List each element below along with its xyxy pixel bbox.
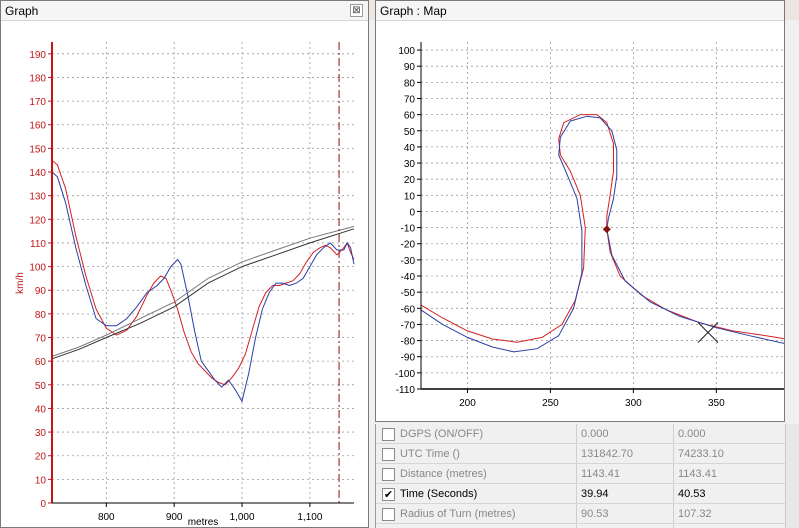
channel-checkbox[interactable] [382,508,395,521]
table-row[interactable]: Radius of Turn (metres) 90.53 107.32 [376,505,786,524]
speed-y-tick-label: 160 [29,121,46,132]
speed-chart[interactable]: 1901801701601501401301201101009080706050… [1,21,369,528]
channel-name: Radius of Turn (metres) [400,508,516,520]
channel-name: UTC Time () [400,448,460,460]
map-y-tick-label: -90 [401,353,416,364]
channel-name: Time (Seconds) [400,488,478,500]
speed-y-tick-label: 190 [29,50,46,61]
map-y-tick-label: -110 [396,385,416,396]
map-x-tick-label: 200 [459,398,476,409]
speed-y-tick-label: 30 [35,428,47,439]
channel-name: Distance (metres) [400,468,487,480]
map-x-tick-label: 250 [542,398,559,409]
channel-name: DGPS (ON/OFF) [400,428,484,440]
speed-y-tick-label: 130 [29,192,46,203]
map-y-tick-label: 20 [404,175,416,186]
map-y-tick-label: 50 [404,127,416,138]
speed-graph-window: Graph ⊠ 190 180 170 160 150 140 130 120 110 100 90… [0,0,369,528]
table-row[interactable]: ✔ Time (Seconds) 39.94 40.53 [376,485,786,504]
speed-y-tick-label: 0 [40,499,46,510]
channel-value-b: 74233.10 [678,448,724,460]
speed-y-tick-label: 100 [29,263,46,274]
channel-value-a: 39.94 [581,488,609,500]
speed-y-tick-label: 170 [29,97,46,108]
channel-value-a: 1143.41 [581,468,620,480]
map-plot-area [421,42,784,389]
map-titlebar[interactable]: Graph : Map [376,1,784,21]
speed-y-tick-label: 80 [35,310,47,321]
map-y-tick-label: -10 [401,224,416,235]
map-y-tick-label: 30 [404,159,416,170]
channel-checkbox[interactable] [382,448,395,461]
graph-titlebar[interactable]: Graph ⊠ [1,1,368,21]
map-y-tick-label: 60 [404,111,416,122]
speed-y-tick-label: 150 [29,144,46,155]
channel-value-b: 107.32 [678,508,712,520]
channel-value-a: 0.000 [581,428,609,440]
current-position-marker[interactable] [602,225,611,234]
channel-checkbox[interactable] [382,468,395,481]
speed-x-tick-label: 1,100 [297,512,322,523]
map-y-tick-label: -60 [401,304,416,315]
speed-x-tick-label: 1,000 [230,512,255,523]
map-y-tick-label: 10 [404,191,416,202]
channel-checkbox[interactable] [382,428,395,441]
map-window-title: Graph : Map [380,4,447,18]
map-y-tick-label: -40 [401,272,416,283]
graph-window-title: Graph [5,4,39,18]
map-x-tick-label: 350 [708,398,725,409]
channel-value-b: 0.000 [678,428,706,440]
map-y-tick-label: 90 [404,62,416,73]
map-y-tick-label: 80 [404,78,416,89]
channel-value-b: 1143.41 [678,468,717,480]
speed-y-tick-label: 180 [29,73,46,84]
map-y-tick-label: -70 [401,320,416,331]
map-y-tick-label: -50 [401,288,416,299]
map-window: Graph : Map 100 90 80 70 60 50 40 30 20 10 0 -10 -20… [375,0,785,422]
track-map[interactable]: 1009080706050403020100-10-20-30-40-50-60… [376,21,785,422]
table-row[interactable]: DGPS (ON/OFF) 0.000 0.000 [376,425,786,444]
channel-table: DGPS (ON/OFF) 0.000 0.000 UTC Time () 131842… [375,424,786,528]
channel-value-a: 90.53 [581,508,609,520]
speed-x-tick-label: 800 [98,512,115,523]
speed-y-tick-label: 90 [35,286,47,297]
map-y-tick-label: -80 [401,337,416,348]
table-scrollbar[interactable] [785,424,799,528]
map-y-tick-label: 100 [398,46,415,57]
speed-line-dark [51,228,355,360]
channel-value-a: 131842.70 [581,448,633,460]
channel-checkbox[interactable]: ✔ [382,488,395,501]
speed-x-tick-label: 900 [166,512,183,523]
speed-y-tick-label: 20 [35,452,47,463]
speed-x-axis-label: metres [188,517,219,528]
speed-line-grey [51,225,355,357]
map-x-tick-label: 300 [625,398,642,409]
speed-y-tick-label: 110 [30,239,46,250]
speed-plot-area [52,42,354,503]
map-y-tick-label: 70 [404,94,416,105]
speed-y-tick-label: 40 [35,404,47,415]
close-icon[interactable]: ⊠ [350,4,363,17]
speed-y-tick-label: 10 [35,475,47,486]
speed-y-tick-label: 140 [29,168,46,179]
speed-y-tick-label: 60 [35,357,47,368]
channel-value-b: 40.53 [678,488,706,500]
speed-line-blue [51,171,355,403]
table-row[interactable]: UTC Time () 131842.70 74233.10 [376,445,786,464]
speed-y-tick-label: 120 [29,215,46,226]
map-y-tick-label: 40 [404,143,416,154]
map-y-tick-label: -100 [395,369,415,380]
map-track-blue [420,115,784,353]
speed-y-tick-label: 70 [35,334,47,345]
map-y-tick-label: -30 [401,256,416,267]
speed-line-red [51,159,355,386]
end-marker-cross [697,322,719,343]
table-row[interactable]: Distance (metres) 1143.41 1143.41 [376,465,786,484]
map-y-tick-label: 0 [409,207,415,218]
map-y-tick-label: -20 [401,240,416,251]
speed-y-axis-label: km/h [15,272,26,294]
speed-y-tick-label: 50 [35,381,47,392]
